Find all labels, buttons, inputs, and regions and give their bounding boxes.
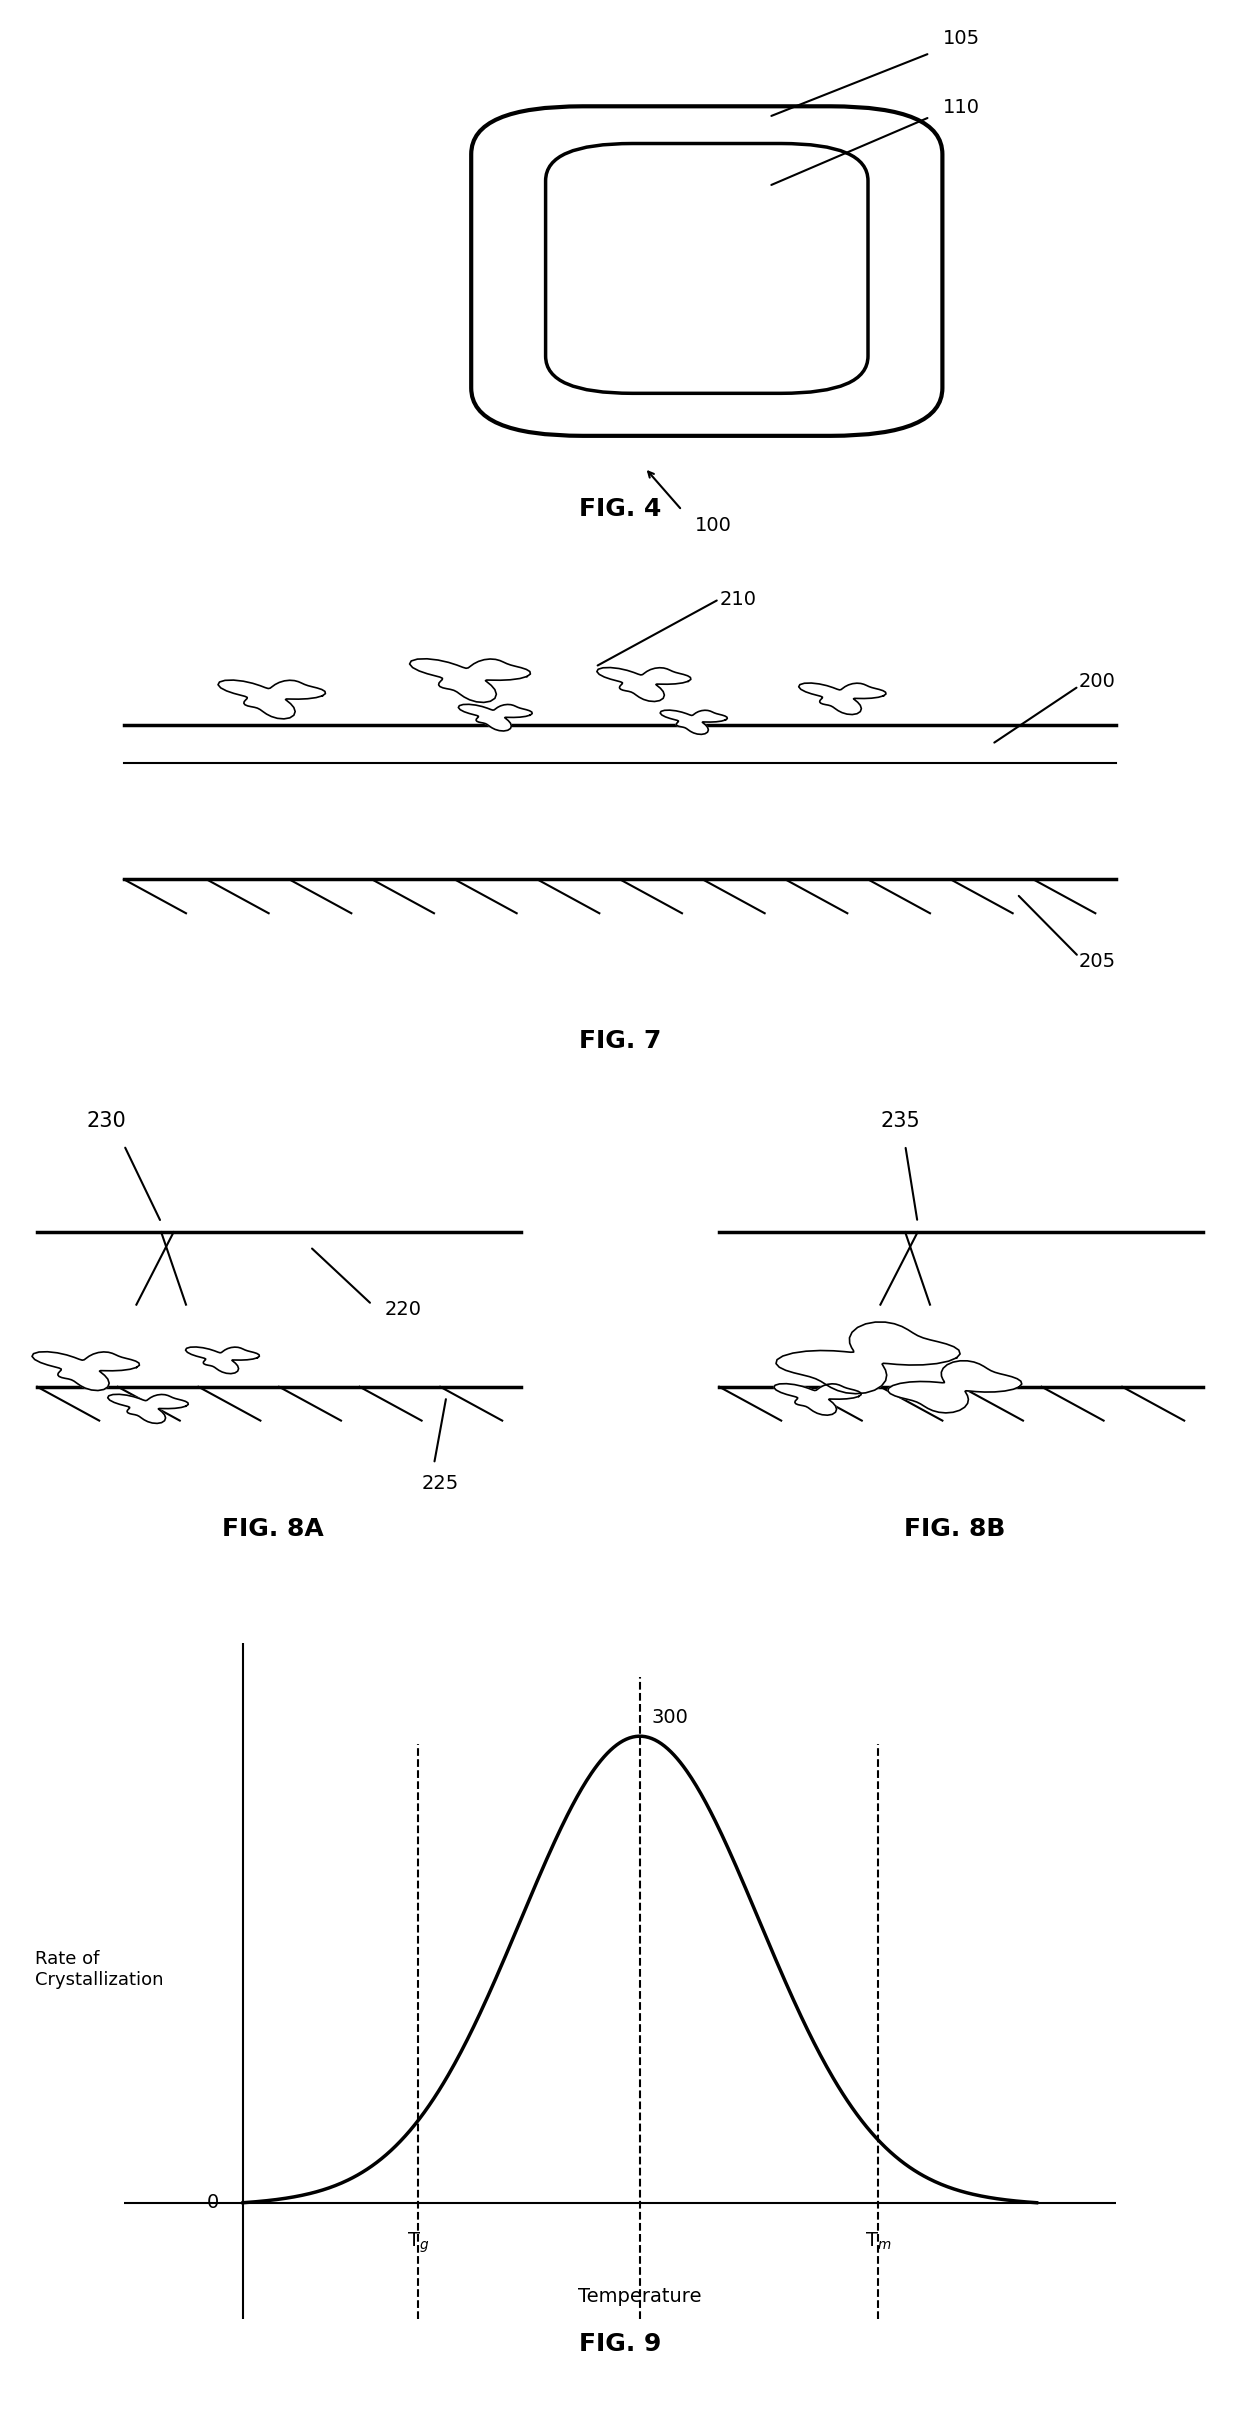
Text: FIG. 8A: FIG. 8A	[222, 1517, 324, 1541]
Text: FIG. 4: FIG. 4	[579, 498, 661, 522]
Text: 110: 110	[942, 99, 980, 116]
Text: T$_g$: T$_g$	[407, 2230, 429, 2254]
Polygon shape	[32, 1351, 139, 1392]
Text: FIG. 8B: FIG. 8B	[904, 1517, 1006, 1541]
Text: 220: 220	[384, 1300, 422, 1319]
Text: 300: 300	[652, 1708, 688, 1727]
Text: 210: 210	[719, 590, 756, 609]
Polygon shape	[108, 1394, 188, 1423]
Polygon shape	[799, 684, 885, 715]
Polygon shape	[660, 710, 728, 734]
Polygon shape	[409, 660, 531, 703]
Text: 200: 200	[1079, 672, 1116, 691]
Text: 205: 205	[1079, 952, 1116, 971]
Text: FIG. 9: FIG. 9	[579, 2331, 661, 2356]
Text: 0: 0	[207, 2194, 219, 2213]
Polygon shape	[888, 1360, 1022, 1413]
Text: 230: 230	[87, 1111, 126, 1131]
Polygon shape	[774, 1384, 861, 1416]
Polygon shape	[776, 1322, 960, 1394]
Text: 100: 100	[694, 515, 732, 534]
Text: FIG. 7: FIG. 7	[579, 1029, 661, 1053]
Polygon shape	[459, 705, 532, 732]
Text: 105: 105	[942, 29, 980, 48]
Polygon shape	[596, 667, 691, 701]
Text: T$_m$: T$_m$	[864, 2230, 892, 2252]
Text: Rate of
Crystallization: Rate of Crystallization	[35, 1950, 164, 1988]
Text: Temperature: Temperature	[578, 2286, 702, 2305]
Polygon shape	[218, 679, 325, 720]
Text: 235: 235	[880, 1111, 920, 1131]
Polygon shape	[186, 1348, 259, 1375]
Text: 225: 225	[422, 1474, 459, 1493]
